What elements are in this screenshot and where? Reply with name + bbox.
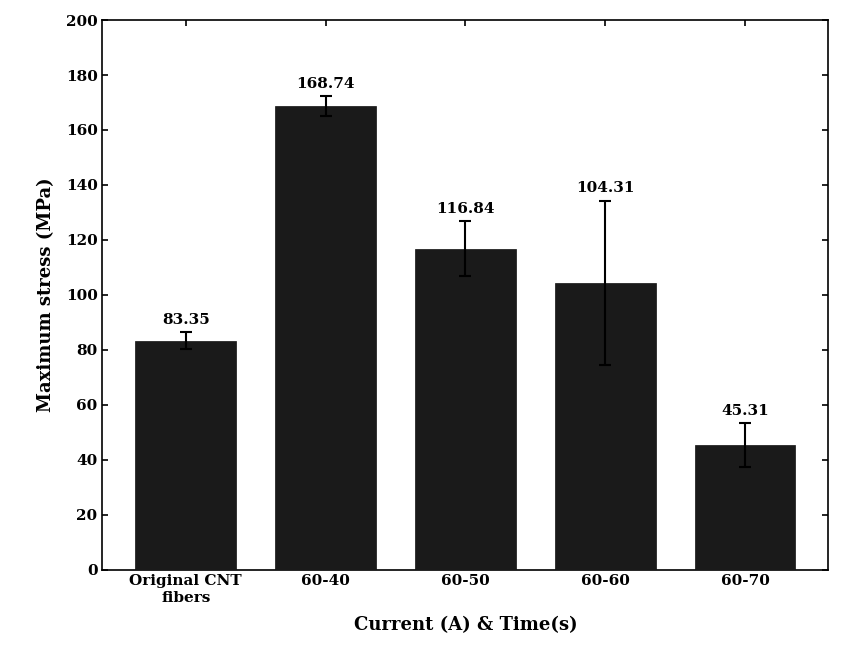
Bar [554, 283, 655, 570]
Text: 83.35: 83.35 [162, 313, 210, 327]
Bar [136, 340, 236, 570]
Text: 45.31: 45.31 [720, 403, 768, 417]
Text: 116.84: 116.84 [436, 202, 494, 216]
Bar [415, 249, 515, 570]
X-axis label: Current (A) & Time(s): Current (A) & Time(s) [353, 616, 577, 634]
Bar [275, 106, 375, 570]
Text: 168.74: 168.74 [296, 77, 355, 91]
Text: 104.31: 104.31 [575, 181, 634, 195]
Y-axis label: Maximum stress (MPa): Maximum stress (MPa) [37, 178, 55, 412]
Bar [693, 445, 794, 570]
